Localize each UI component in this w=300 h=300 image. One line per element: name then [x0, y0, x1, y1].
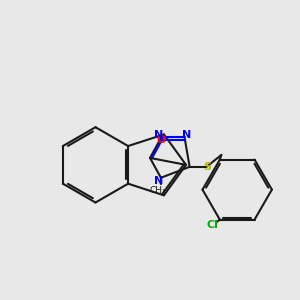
Text: N: N	[154, 176, 163, 186]
Text: N: N	[154, 130, 163, 140]
Text: S: S	[204, 162, 212, 172]
Text: Cl: Cl	[206, 220, 218, 230]
Text: O: O	[157, 135, 166, 145]
Text: CH₃: CH₃	[150, 186, 166, 195]
Text: N: N	[182, 130, 192, 140]
